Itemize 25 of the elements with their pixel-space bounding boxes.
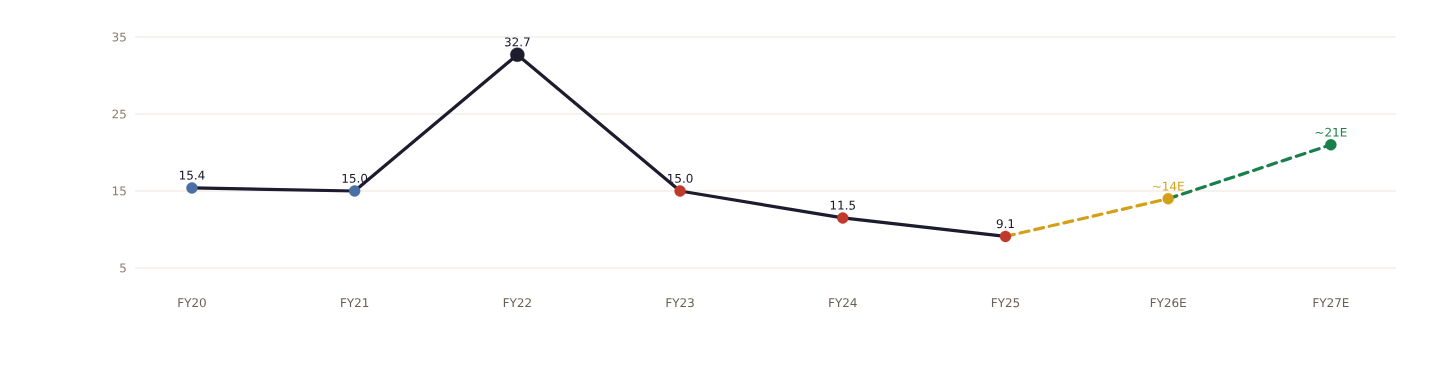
x-tick-label: FY24 (829, 298, 857, 308)
point (348, 185, 361, 197)
data-label: 9.1 (996, 219, 1014, 229)
point (1325, 139, 1337, 151)
x-tick-label: FY20 (178, 298, 206, 308)
x-tick-label: FY23 (666, 298, 694, 308)
data-label: ~21E (1315, 127, 1347, 137)
point (999, 230, 1012, 243)
y-tick-label: 25 (112, 109, 126, 119)
point (837, 212, 849, 224)
point (186, 182, 198, 194)
x-tick-label: FY26E (1150, 298, 1186, 308)
data-label: 32.7 (504, 37, 530, 47)
x-tick-label: FY22 (503, 298, 531, 308)
x-tick-label: FY27E (1313, 298, 1349, 308)
data-label: 11.5 (830, 200, 856, 210)
x-tick-label: FY25 (991, 298, 1020, 308)
y-tick-label: 15 (112, 186, 126, 196)
y-tick-label: 5 (120, 263, 126, 273)
data-label: ~14E (1153, 181, 1184, 191)
x-tick-label: FY21 (341, 298, 369, 308)
data-label: 15.4 (179, 170, 205, 180)
point (674, 185, 686, 197)
y-tick-label: 35 (112, 32, 126, 42)
point (1162, 193, 1174, 205)
